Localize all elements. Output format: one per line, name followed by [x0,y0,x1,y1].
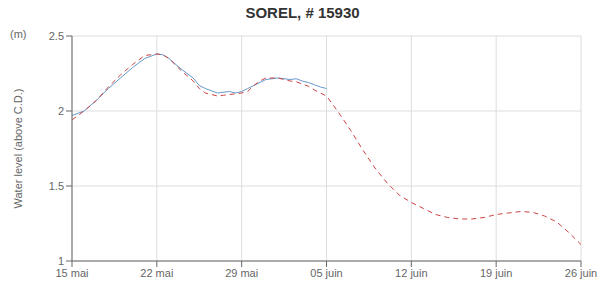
svg-text:2.5: 2.5 [49,30,64,42]
svg-text:12 juin: 12 juin [395,267,427,279]
svg-text:19 juin: 19 juin [480,267,512,279]
svg-text:29 mai: 29 mai [225,267,258,279]
html-text:(m): (m) [10,28,27,40]
svg-text:Water level (above C.D.): Water level (above C.D.) [12,88,24,208]
svg-text:05 juin: 05 juin [310,267,342,279]
html-text:SOREL, # 15930: SOREL, # 15930 [245,4,360,21]
svg-text:22 mai: 22 mai [140,267,173,279]
svg-text:1: 1 [58,255,64,267]
svg-text:15 mai: 15 mai [55,267,88,279]
svg-text:2: 2 [58,105,64,117]
svg-text:1.5: 1.5 [49,180,64,192]
svg-text:26 juin: 26 juin [565,267,597,279]
